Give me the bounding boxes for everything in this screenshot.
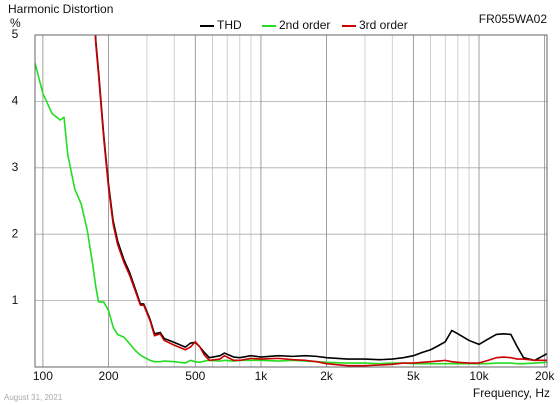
y-tick-label: 2 <box>12 226 19 240</box>
y-axis-label: % <box>10 16 21 30</box>
x-tick-label: 10k <box>469 369 489 383</box>
date-label: August 31, 2021 <box>4 393 63 402</box>
y-tick-label: 4 <box>12 94 19 108</box>
legend-label: 3rd order <box>359 18 408 32</box>
x-tick-label: 5k <box>407 369 421 383</box>
series-line <box>35 62 547 365</box>
y-tick-label: 3 <box>12 160 19 174</box>
x-tick-label: 1k <box>255 369 269 383</box>
y-tick-label: 1 <box>12 293 19 307</box>
x-axis-label: Frequency, Hz <box>473 386 550 400</box>
series-line <box>94 35 547 367</box>
model-label: FR055WA02 <box>479 12 548 26</box>
x-tick-label: 20k <box>535 369 555 383</box>
plot-frame <box>34 34 548 368</box>
x-tick-label: 200 <box>99 369 119 383</box>
y-tick-label: 5 <box>12 27 19 41</box>
legend-label: THD <box>217 18 242 32</box>
chart-title: Harmonic Distortion <box>8 2 113 16</box>
legend-label: 2nd order <box>279 18 330 32</box>
x-tick-label: 100 <box>33 369 53 383</box>
x-tick-label: 2k <box>320 369 334 383</box>
x-tick-label: 500 <box>185 369 205 383</box>
